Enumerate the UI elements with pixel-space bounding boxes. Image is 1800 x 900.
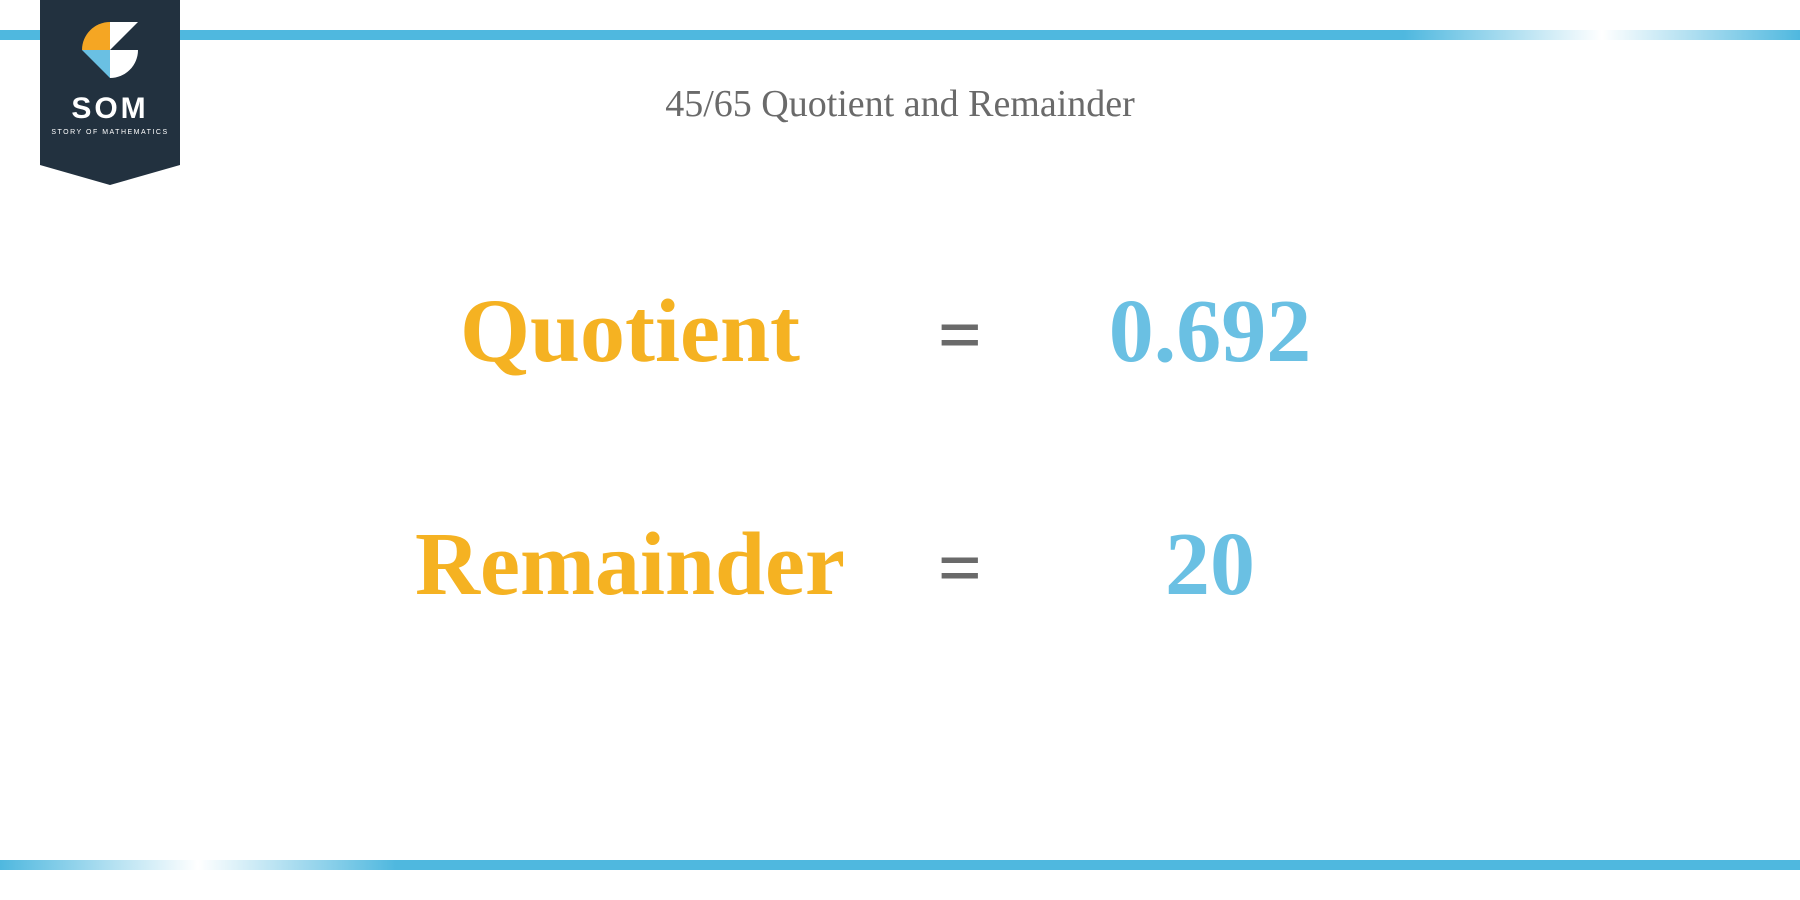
quotient-row: Quotient = 0.692: [350, 280, 1450, 383]
remainder-label: Remainder: [350, 513, 910, 616]
equals-sign: =: [910, 290, 1010, 380]
page-title: 45/65 Quotient and Remainder: [0, 82, 1800, 126]
content-area: Quotient = 0.692 Remainder = 20: [350, 280, 1450, 746]
bottom-bar-solid: [396, 860, 1800, 870]
logo-icon: [82, 22, 138, 78]
remainder-row: Remainder = 20: [350, 513, 1450, 616]
quotient-value: 0.692: [1010, 280, 1410, 383]
top-bar-solid: [0, 30, 1404, 40]
equals-sign: =: [910, 523, 1010, 613]
bottom-bar-fade: [0, 860, 396, 870]
top-bar-fade: [1404, 30, 1800, 40]
bottom-accent-bar: [0, 860, 1800, 870]
remainder-value: 20: [1010, 513, 1410, 616]
quotient-label: Quotient: [350, 280, 910, 383]
top-accent-bar: [0, 30, 1800, 40]
logo-subtext: STORY OF MATHEMATICS: [51, 129, 168, 136]
